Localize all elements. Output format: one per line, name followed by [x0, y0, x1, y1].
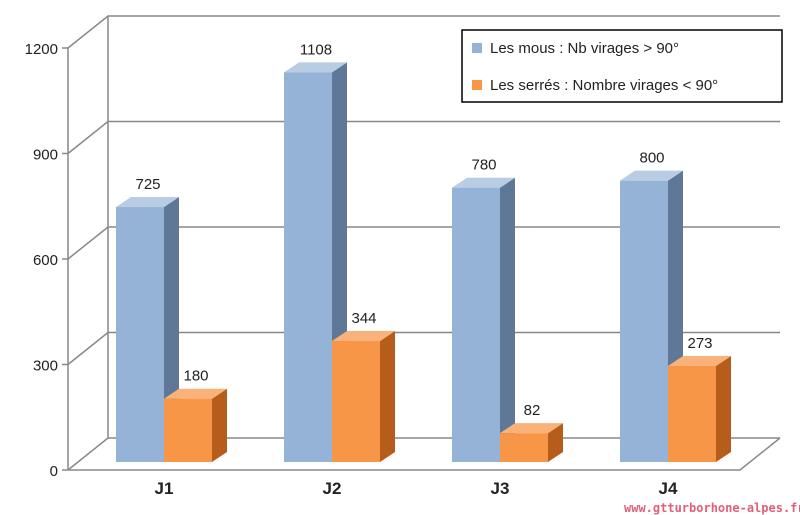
data-label: 725: [135, 176, 160, 193]
bar: [332, 341, 380, 462]
bar-side: [380, 331, 395, 462]
bar-J4-0: [620, 170, 683, 462]
bar-J3-0: [452, 177, 515, 462]
data-label: 800: [639, 150, 664, 167]
x-tick-label: J4: [659, 479, 678, 498]
data-label: 273: [687, 335, 712, 352]
bar-J4-1: [668, 355, 731, 462]
bar: [620, 180, 668, 462]
x-tick-label: J2: [323, 479, 342, 498]
bar: [164, 398, 212, 462]
y-tick-label: 1200: [25, 41, 58, 58]
bar-top: [284, 62, 347, 73]
legend-swatch-serres: [472, 80, 482, 90]
bar-top: [620, 170, 683, 181]
gridline: [67, 120, 780, 155]
bar-side: [716, 355, 731, 462]
bar-side: [548, 423, 563, 462]
data-label: 344: [351, 310, 376, 327]
bar: [500, 433, 548, 462]
bar-J1-1: [164, 388, 227, 462]
bar: [668, 365, 716, 462]
x-tick-label: J1: [155, 479, 174, 498]
bar-top: [116, 197, 179, 208]
data-label: 1108: [300, 41, 332, 58]
y-tick-label: 300: [33, 358, 58, 375]
y-tick-label: 600: [33, 252, 58, 269]
bar-J3-1: [500, 423, 563, 462]
bar-top: [164, 388, 227, 399]
legend-swatch-mous: [472, 43, 482, 53]
bar: [116, 207, 164, 462]
data-label: 180: [183, 368, 208, 385]
legend-label-mous: Les mous : Nb virages > 90°: [490, 40, 679, 57]
data-label: 780: [471, 157, 496, 174]
bar-side: [500, 177, 515, 462]
y-tick-label: 0: [50, 463, 58, 480]
bar-top: [452, 177, 515, 188]
bar-J2-1: [332, 331, 395, 462]
data-label: 82: [524, 402, 541, 419]
floor: [68, 437, 781, 471]
bar-top: [668, 355, 731, 366]
bar: [452, 187, 500, 462]
legend-label-serres: Les serrés : Nombre virages < 90°: [490, 77, 718, 94]
legend: Les mous : Nb virages > 90° Les serrés :…: [461, 29, 783, 103]
y-tick-label: 900: [33, 147, 58, 164]
watermark: www.gtturborhone-alpes.fr: [624, 501, 800, 515]
bar-top: [500, 423, 563, 434]
bar: [284, 72, 332, 462]
x-tick-label: J3: [491, 479, 510, 498]
bar-top: [332, 331, 395, 342]
bar-side: [212, 388, 227, 462]
